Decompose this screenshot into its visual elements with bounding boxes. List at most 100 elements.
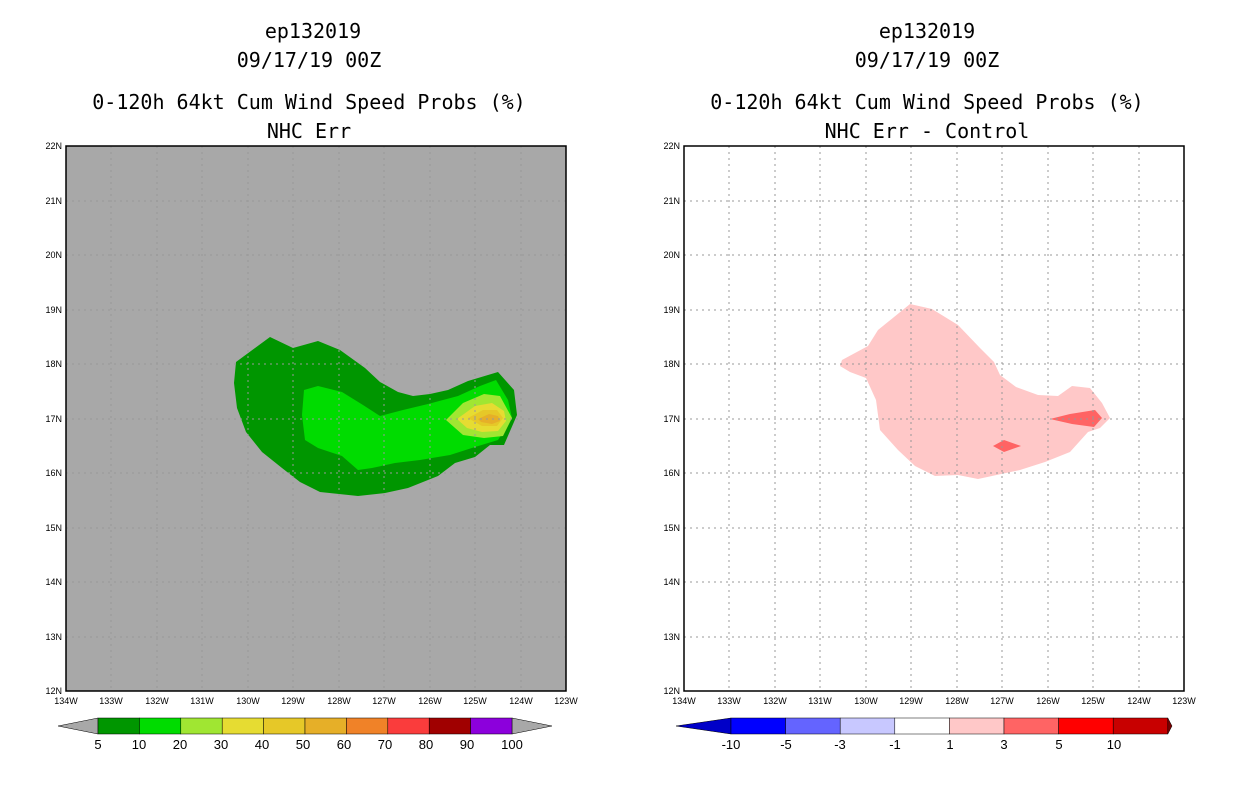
colorbar-swatch <box>346 717 389 735</box>
contour-1-to-3 <box>840 304 1110 479</box>
lon-label: 126W <box>1036 696 1060 706</box>
lon-label: 132W <box>763 696 787 706</box>
right-panel: ep132019 09/17/19 00Z 0-120h 64kt Cum Wi… <box>663 19 1196 752</box>
colorbar-swatch <box>839 717 896 735</box>
lon-label: 129W <box>899 696 923 706</box>
colorbar-swatch <box>139 717 182 735</box>
lat-label: 14N <box>663 577 680 587</box>
contour-10pct <box>302 380 512 470</box>
lat-label: 15N <box>663 523 680 533</box>
lat-label: 19N <box>663 305 680 315</box>
right-title: 0-120h 64kt Cum Wind Speed Probs (%) <box>710 90 1143 114</box>
colorbar-label: 3 <box>1000 737 1007 752</box>
lat-label: 16N <box>663 468 680 478</box>
left-grid <box>66 146 566 691</box>
lat-label: 20N <box>663 250 680 260</box>
lon-label: 123W <box>554 696 578 706</box>
lat-label: 21N <box>663 196 680 206</box>
lat-label: 12N <box>663 686 680 696</box>
colorbar-label: 40 <box>255 737 269 752</box>
colorbar-labels: -10 -5 -3 -1 1 3 5 10 <box>722 737 1122 752</box>
contour-50pct <box>478 414 500 424</box>
right-map-frame <box>683 145 1185 692</box>
lat-label: 22N <box>663 141 680 151</box>
lat-label: 21N <box>45 196 62 206</box>
left-colorbar: 5 10 20 30 40 50 60 70 80 90 100 <box>57 717 553 752</box>
colorbar-label: 5 <box>94 737 101 752</box>
left-datetime: 09/17/19 00Z <box>237 48 382 72</box>
lat-label: 14N <box>45 577 62 587</box>
lon-label: 134W <box>54 696 78 706</box>
lat-label: 20N <box>45 250 62 260</box>
lon-label: 127W <box>990 696 1014 706</box>
colorbar-swatch <box>304 717 347 735</box>
colorbar-label: -1 <box>889 737 901 752</box>
right-subtitle: NHC Err - Control <box>825 119 1030 143</box>
left-title: 0-120h 64kt Cum Wind Speed Probs (%) <box>92 90 525 114</box>
colorbar-label: 10 <box>132 737 146 752</box>
lon-label: 125W <box>463 696 487 706</box>
lon-label: 123W <box>1172 696 1196 706</box>
lat-label: 16N <box>45 468 62 478</box>
colorbar-swatch <box>730 717 786 735</box>
left-lon-labels: 134W 133W 132W 131W 130W 129W 128W 127W … <box>54 696 578 706</box>
lon-label: 124W <box>1127 696 1151 706</box>
lon-label: 130W <box>236 696 260 706</box>
colorbar-swatch <box>221 717 264 735</box>
lon-label: 130W <box>854 696 878 706</box>
lat-label: 13N <box>45 632 62 642</box>
colorbar-label: 20 <box>173 737 187 752</box>
lon-label: 126W <box>418 696 442 706</box>
lon-label: 131W <box>808 696 832 706</box>
colorbar-swatch <box>180 717 223 735</box>
colorbar-boxes <box>675 717 1173 735</box>
lat-label: 17N <box>663 414 680 424</box>
lat-label: 17N <box>45 414 62 424</box>
lon-label: 134W <box>672 696 696 706</box>
lat-label: 19N <box>45 305 62 315</box>
contour-3-to-5-b <box>993 440 1021 452</box>
colorbar-swatch <box>428 717 471 735</box>
right-datetime: 09/17/19 00Z <box>855 48 1000 72</box>
colorbar-boxes <box>97 717 513 735</box>
colorbar-over-arrow <box>1167 717 1173 735</box>
colorbar-swatch <box>785 717 841 735</box>
colorbar-swatch <box>1003 717 1059 735</box>
colorbar-swatch <box>1058 717 1114 735</box>
colorbar-label: 10 <box>1107 737 1121 752</box>
lon-label: 132W <box>145 696 169 706</box>
colorbar-label: 100 <box>501 737 523 752</box>
lat-label: 13N <box>663 632 680 642</box>
left-lat-labels: 22N 21N 20N 19N 18N 17N 16N 15N 14N 13N … <box>45 141 62 696</box>
colorbar-label: 60 <box>337 737 351 752</box>
colorbar-swatch <box>1112 717 1169 735</box>
lon-label: 125W <box>1081 696 1105 706</box>
right-storm-id: ep132019 <box>879 19 975 43</box>
lat-label: 15N <box>45 523 62 533</box>
colorbar-under-arrow <box>675 717 732 735</box>
right-lat-labels: 22N 21N 20N 19N 18N 17N 16N 15N 14N 13N … <box>663 141 680 696</box>
lon-label: 131W <box>190 696 214 706</box>
colorbar-label: 70 <box>378 737 392 752</box>
lon-label: 128W <box>327 696 351 706</box>
colorbar-swatch <box>949 717 1005 735</box>
lat-label: 12N <box>45 686 62 696</box>
right-lon-labels: 134W 133W 132W 131W 130W 129W 128W 127W … <box>672 696 1196 706</box>
left-storm-id: ep132019 <box>265 19 361 43</box>
lat-label: 18N <box>663 359 680 369</box>
colorbar-label: -10 <box>722 737 741 752</box>
colorbar-label: 30 <box>214 737 228 752</box>
colorbar-label: 5 <box>1055 737 1062 752</box>
left-subtitle: NHC Err <box>267 119 351 143</box>
colorbar-label: -3 <box>834 737 846 752</box>
left-map-frame <box>65 145 567 692</box>
colorbar-swatch <box>263 717 306 735</box>
colorbar-label: 90 <box>460 737 474 752</box>
lon-label: 128W <box>945 696 969 706</box>
colorbar-swatch <box>387 717 430 735</box>
lon-label: 133W <box>717 696 741 706</box>
colorbar-labels: 5 10 20 30 40 50 60 70 80 90 100 <box>94 737 522 752</box>
lon-label: 127W <box>372 696 396 706</box>
lat-label: 18N <box>45 359 62 369</box>
